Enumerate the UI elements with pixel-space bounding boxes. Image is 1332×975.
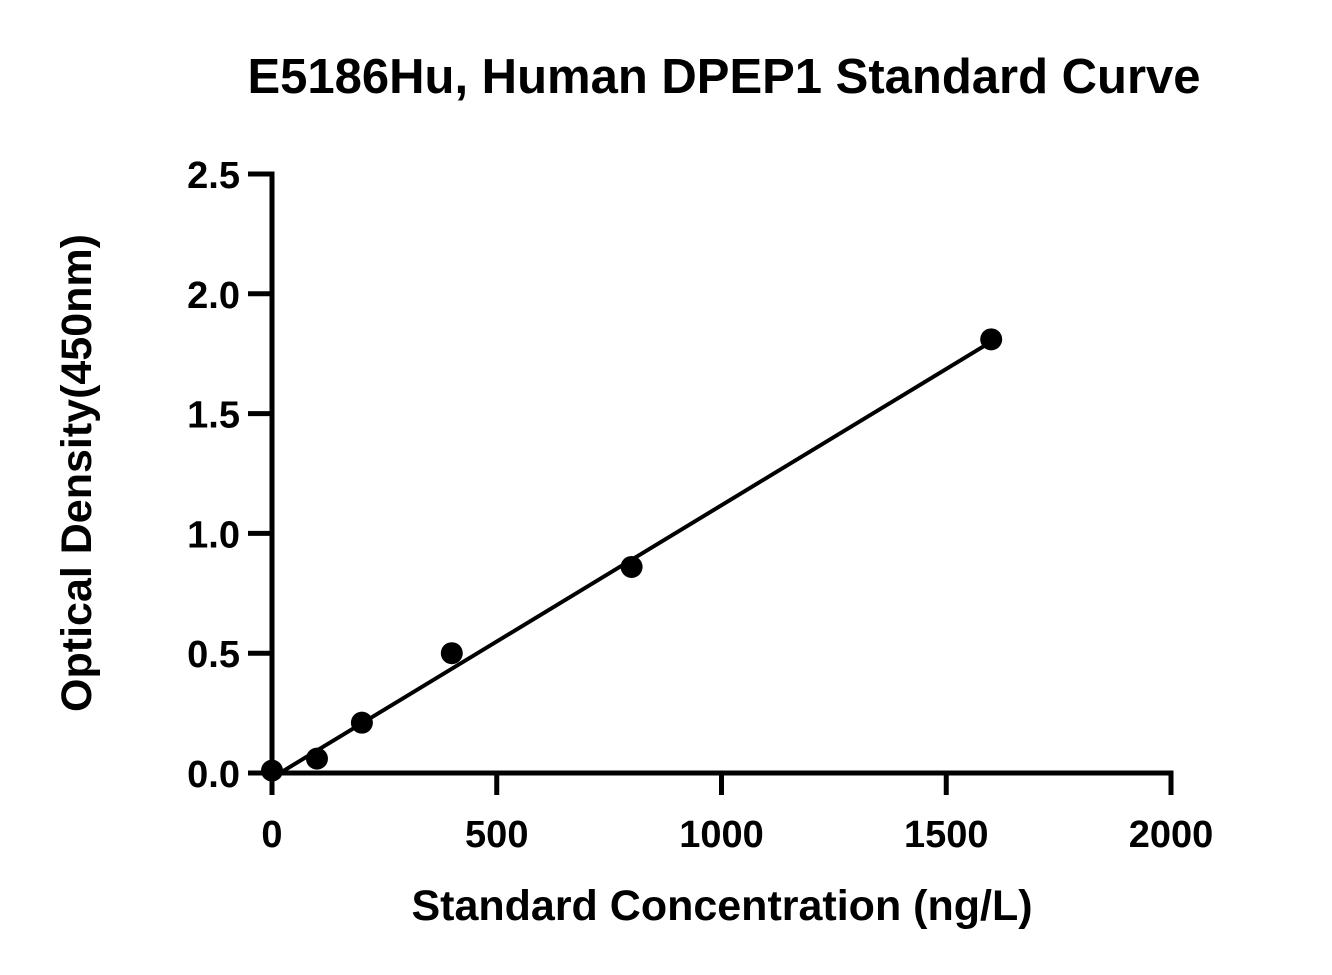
data-point [261,759,283,782]
y-tick-label: 2.0 [187,275,240,317]
x-tick-label: 0 [261,814,282,856]
data-point [620,555,643,578]
y-axis-label: Optical Density(450nm) [53,234,101,712]
data-point [980,328,1003,351]
x-axis-label: Standard Concentration (ng/L) [411,882,1032,930]
chart-title: E5186Hu, Human DPEP1 Standard Curve [247,50,1200,104]
y-tick-label: 2.5 [187,155,240,197]
x-tick-label: 1500 [904,814,989,856]
x-tick-label: 1000 [679,814,764,856]
y-tick-label: 0.0 [187,754,240,796]
x-tick-label: 500 [465,814,528,856]
x-axis-ticks: 0 500 1000 1500 2000 [261,773,1213,856]
data-point [440,642,463,665]
y-axis-ticks: 0.0 0.5 1.0 1.5 2.0 2.5 [187,155,272,796]
y-tick-label: 1.0 [187,514,240,556]
data-point [350,711,373,734]
y-tick-label: 0.5 [187,634,240,676]
data-points [261,328,1003,782]
data-point [305,747,328,770]
y-tick-label: 1.5 [187,395,240,437]
x-tick-label: 2000 [1129,814,1214,856]
